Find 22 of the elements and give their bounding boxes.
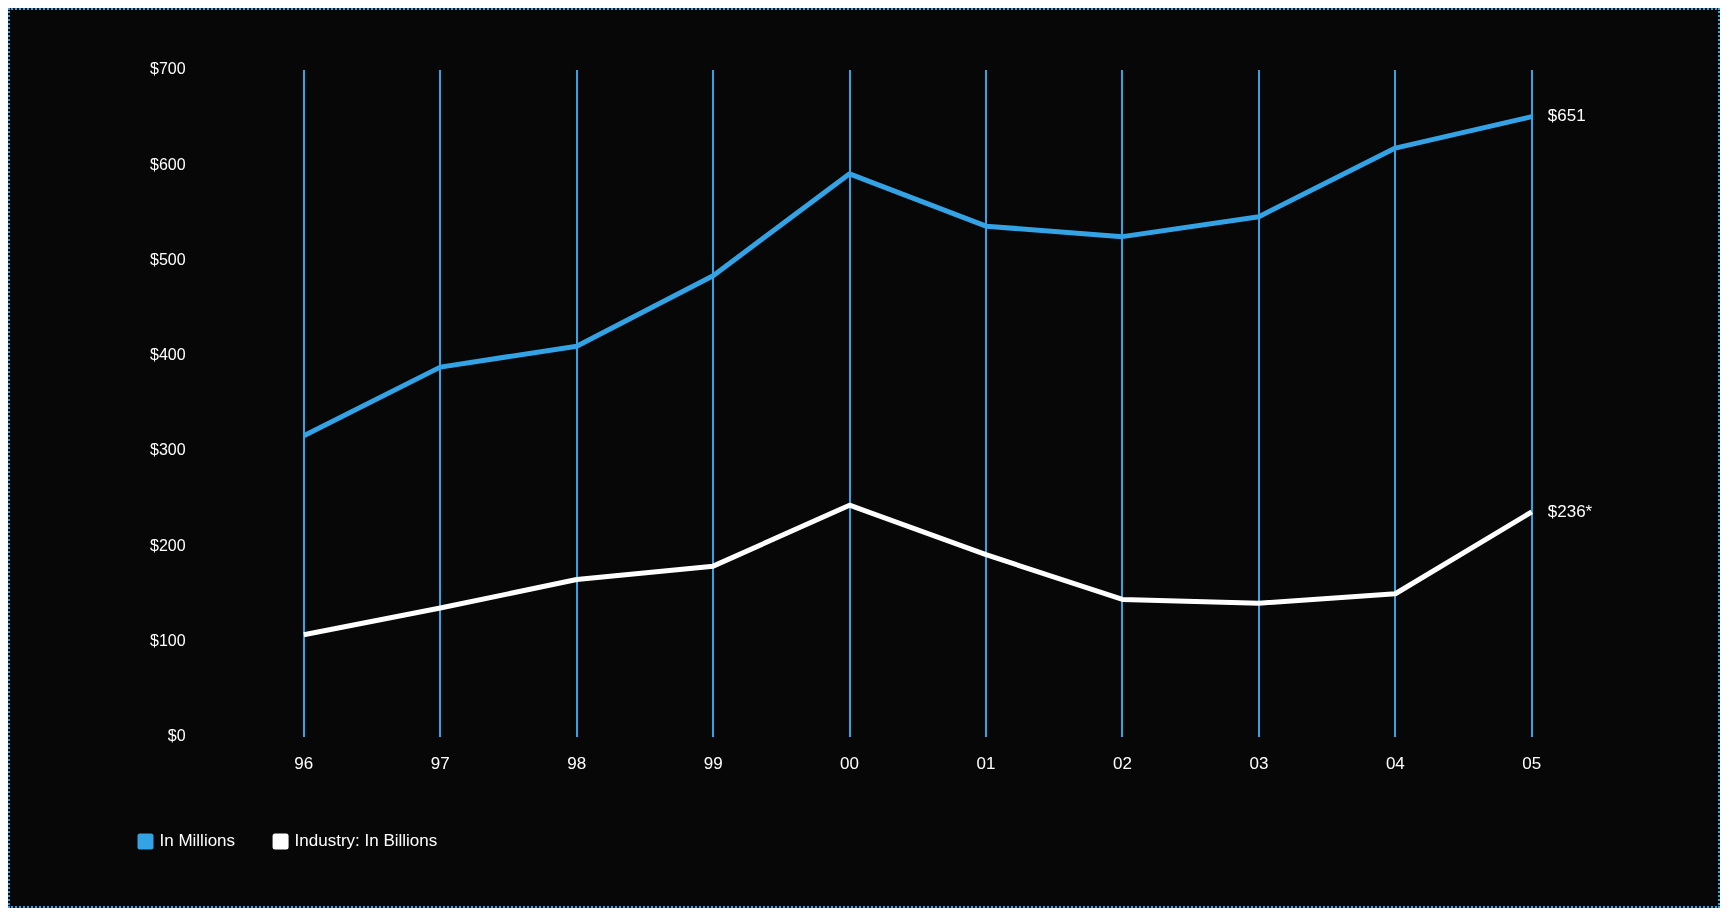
y-tick-label: $200 <box>150 536 186 554</box>
x-tick-label: 98 <box>567 754 587 774</box>
data-label: $236* <box>1547 501 1593 521</box>
y-tick-label: $500 <box>150 250 186 268</box>
x-tick-label: 00 <box>840 754 860 774</box>
x-tick-label: 96 <box>294 754 314 774</box>
y-tick-label: $0 <box>167 727 186 745</box>
x-tick-label: 99 <box>703 754 723 774</box>
y-tick-label: $600 <box>150 155 186 173</box>
x-tick-label: 02 <box>1113 754 1132 774</box>
x-tick-label: 04 <box>1385 754 1405 774</box>
x-tick-label: 05 <box>1522 754 1542 774</box>
data-label: $651 <box>1547 106 1586 126</box>
y-tick-label: $300 <box>150 441 186 459</box>
y-tick-label: $100 <box>150 631 186 649</box>
x-tick-label: 01 <box>976 754 996 774</box>
legend-label: Industry: In Billions <box>294 831 438 851</box>
y-tick-label: $700 <box>150 60 186 78</box>
x-tick-label: 97 <box>430 754 450 774</box>
legend-label: In Millions <box>159 831 236 851</box>
y-tick-label: $400 <box>150 346 186 364</box>
x-tick-label: 03 <box>1249 754 1269 774</box>
